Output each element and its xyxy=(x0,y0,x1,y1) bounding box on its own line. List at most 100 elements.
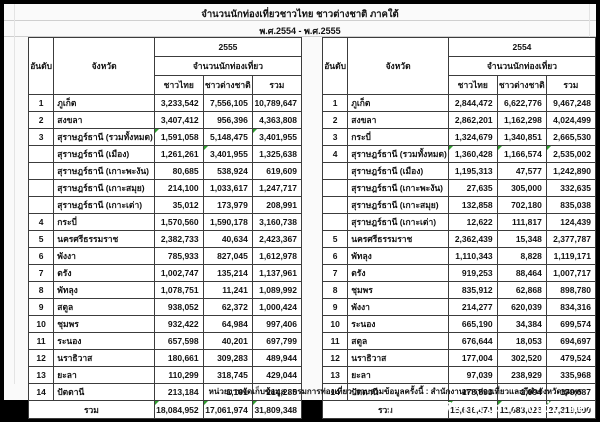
table-row: 12 นราธิวาส 180,661 309,283 489,944 xyxy=(27,349,303,367)
data-table: อันดับ จังหวัด 2555 จำนวนนักท่องเที่ยว ช… xyxy=(27,37,303,419)
total-col-header: รวม xyxy=(545,75,597,95)
table-row: 13 ยะลา 97,039 238,929 335,968 xyxy=(321,366,597,384)
province-cell: สุราษฎร์ธานี (เกาะเต่า) xyxy=(347,213,449,231)
total-row: รวม 15,636,474 11,683,026 27,319,500 xyxy=(322,400,597,419)
total-sum-value: 31,809,348 xyxy=(254,404,297,415)
table-row: 9 พังงา 214,277 620,039 834,316 xyxy=(321,298,597,316)
thai-value-cell: 1,591,058 xyxy=(153,128,204,146)
total-value-cell: 1,325,638 xyxy=(251,145,303,163)
province-cell: ชุมพร xyxy=(347,281,449,299)
table-row: 9 สตูล 938,052 62,372 1,000,424 xyxy=(27,298,303,316)
year-header: 2554 xyxy=(447,37,597,57)
foreign-value-cell: 47,577 xyxy=(496,162,547,180)
province-cell: สุราษฎร์ธานี (เกาะเต่า) xyxy=(53,196,155,214)
cell-flag-icon xyxy=(204,146,208,150)
year-header: 2555 xyxy=(153,37,303,57)
total-row: รวม 18,084,952 17,061,974 31,809,348 xyxy=(28,400,303,419)
cell-flag-icon xyxy=(449,401,453,405)
cell-flag-icon xyxy=(155,401,159,405)
total-value-cell: 697,799 xyxy=(251,332,303,350)
foreign-value-cell: 956,396 xyxy=(202,111,253,129)
foreign-value-cell: 62,868 xyxy=(496,281,547,299)
total-value-cell: 699,574 xyxy=(545,315,597,333)
rank-cell: 12 xyxy=(27,349,55,367)
province-cell: ยะลา xyxy=(53,366,155,384)
table-row: 6 พัทลุง 1,110,343 8,828 1,119,171 xyxy=(321,247,597,265)
thai-value-cell: 180,661 xyxy=(153,349,204,367)
rank-cell: 8 xyxy=(27,281,55,299)
table-row: 3 สุราษฎร์ธานี (รวมทั้งหมด) 1,591,058 5,148… xyxy=(27,128,303,146)
table-row: 11 สตูล 676,644 18,053 694,697 xyxy=(321,332,597,350)
thai-value-cell: 35,012 xyxy=(153,196,204,214)
page-title: จำนวนนักท่องเที่ยวชาวไทย ชาวต่างชาติ ภาค… xyxy=(4,4,596,21)
rank-cell: 12 xyxy=(321,349,349,367)
thai-value-cell: 932,422 xyxy=(153,315,204,333)
rank-cell: 2 xyxy=(27,111,55,129)
total-foreign-cell: 17,061,974 xyxy=(202,400,253,419)
rank-cell: 11 xyxy=(321,332,349,350)
table-row: 1 ภูเก็ต 2,844,472 6,622,776 9,467,248 xyxy=(321,94,597,112)
total-value-cell: 4,024,499 xyxy=(545,111,597,129)
thai-value-cell: 177,004 xyxy=(447,349,498,367)
thai-value-cell: 835,912 xyxy=(447,281,498,299)
total-value-cell: 332,635 xyxy=(545,179,597,197)
total-value-cell: 2,377,787 xyxy=(545,230,597,248)
total-sum-value: 27,319,500 xyxy=(548,404,591,415)
foreign-value-cell: 827,045 xyxy=(202,247,253,265)
thai-value-cell: 785,933 xyxy=(153,247,204,265)
tables-container: อันดับ จังหวัด 2555 จำนวนนักท่องเที่ยว ช… xyxy=(27,37,597,419)
tourists-header: จำนวนนักท่องเที่ยว xyxy=(153,56,303,76)
rank-cell: 3 xyxy=(27,128,55,146)
foreign-value-cell: 88,464 xyxy=(496,264,547,282)
total-value-cell: 694,697 xyxy=(545,332,597,350)
table-row: สุราษฎร์ธานี (เกาะพะงัน) 80,685 538,924 619… xyxy=(27,162,303,180)
rank-cell: 5 xyxy=(321,230,349,248)
total-value-cell: 1,242,890 xyxy=(545,162,597,180)
total-value-cell: 3,401,955 xyxy=(251,128,303,146)
foreign-value-cell: 238,929 xyxy=(496,366,547,384)
table-row: 10 ระนอง 665,190 34,384 699,574 xyxy=(321,315,597,333)
thai-value-cell: 676,644 xyxy=(447,332,498,350)
rank-cell xyxy=(321,179,349,197)
rank-cell: 8 xyxy=(321,281,349,299)
rank-cell xyxy=(27,145,55,163)
province-cell: กระบี่ xyxy=(53,213,155,231)
table-row: 14 ปัตตานี 178,593 1,094 179,687 xyxy=(321,383,597,401)
thai-col-header: ชาวไทย xyxy=(153,75,204,95)
cell-flag-icon xyxy=(253,129,257,133)
total-value-cell: 1,119,171 xyxy=(545,247,597,265)
foreign-value-cell: 15,348 xyxy=(496,230,547,248)
province-cell: พังงา xyxy=(53,247,155,265)
foreign-value-cell: 111,817 xyxy=(496,213,547,231)
table-row: สุราษฎร์ธานี (เกาะพะงัน) 27,635 305,000 332… xyxy=(321,179,597,197)
rank-cell: 4 xyxy=(27,213,55,231)
foreign-value-cell: 538,924 xyxy=(202,162,253,180)
table-row: 13 ยะลา 110,299 318,745 429,044 xyxy=(27,366,303,384)
thai-value-cell: 80,685 xyxy=(153,162,204,180)
total-value-cell: 2,423,367 xyxy=(251,230,303,248)
foreign-value-cell: 6,622,776 xyxy=(496,94,547,112)
rank-cell xyxy=(27,179,55,197)
rank-header: อันดับ xyxy=(321,37,349,95)
data-table: อันดับ จังหวัด 2554 จำนวนนักท่องเที่ยว ช… xyxy=(321,37,597,419)
province-cell: สงขลา xyxy=(53,111,155,129)
province-cell: นครศรีธรรมราช xyxy=(53,230,155,248)
thai-value-cell: 1,324,679 xyxy=(447,128,498,146)
table-row: 10 ชุมพร 932,422 64,984 997,406 xyxy=(27,315,303,333)
cell-flag-icon xyxy=(449,146,453,150)
table-row: 5 นครศรีธรรมราช 2,382,733 40,634 2,423,367 xyxy=(27,230,303,248)
cell-flag-icon xyxy=(547,146,551,150)
total-value-cell: 4,363,808 xyxy=(251,111,303,129)
table-row: 4 กระบี่ 1,570,560 1,590,178 3,160,738 xyxy=(27,213,303,231)
table-row: สุราษฎร์ธานี (เกาะสมุย) 214,100 1,033,617 1… xyxy=(27,179,303,197)
thai-value-cell: 938,052 xyxy=(153,298,204,316)
rank-cell: 5 xyxy=(27,230,55,248)
thai-value-cell: 3,233,542 xyxy=(153,94,204,112)
province-cell: สตูล xyxy=(347,332,449,350)
foreign-value-cell: 11,241 xyxy=(202,281,253,299)
province-cell: ตรัง xyxy=(347,264,449,282)
thai-value-cell: 657,598 xyxy=(153,332,204,350)
foreign-value-cell: 34,384 xyxy=(496,315,547,333)
total-value-cell: 479,524 xyxy=(545,349,597,367)
